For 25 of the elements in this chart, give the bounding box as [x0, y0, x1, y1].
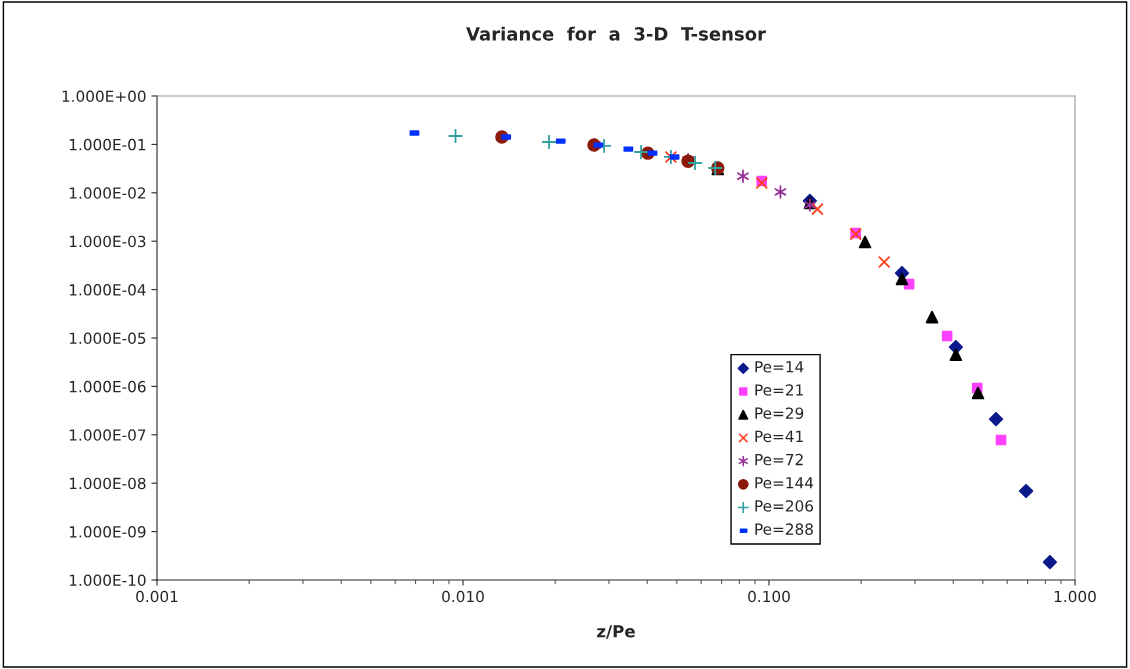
legend-label: Pe=21	[755, 384, 803, 396]
legend-label: Pe=29	[755, 407, 804, 419]
y-tick-label: 1.000E-09	[69, 526, 146, 538]
x-tick-label: 0.100	[748, 590, 790, 603]
x-tick-label: 0.010	[442, 590, 484, 603]
y-tick-label: 1.000E-04	[69, 284, 146, 296]
y-tick-label: 1.000E-06	[69, 380, 146, 393]
legend-label: Pe=41	[755, 430, 803, 443]
legend-label: Pe=72	[755, 453, 803, 466]
x-axis-title: z/Pe	[597, 625, 635, 639]
y-tick-label: 1.000E-07	[69, 429, 146, 441]
y-tick-label: 1.000E-08	[69, 477, 146, 490]
legend-label: Pe=288	[755, 523, 813, 535]
x-tick-label: 1.000	[1054, 590, 1096, 603]
legend-label: Pe=144	[755, 477, 814, 489]
y-tick-label: 1.000E-10	[69, 574, 146, 587]
y-tick-label: 1.000E+00	[62, 90, 146, 103]
y-tick-label: 1.000E-03	[69, 235, 146, 248]
legend-label: Pe=14	[755, 361, 804, 373]
y-tick-label: 1.000E-05	[69, 332, 146, 345]
y-tick-label: 1.000E-01	[69, 138, 146, 151]
x-tick-label: 0.001	[136, 590, 178, 603]
y-tick-label: 1.000E-02	[69, 187, 146, 199]
chart-title: Variance for a 3-D T-sensor	[466, 26, 766, 41]
legend-label: Pe=206	[755, 500, 814, 512]
